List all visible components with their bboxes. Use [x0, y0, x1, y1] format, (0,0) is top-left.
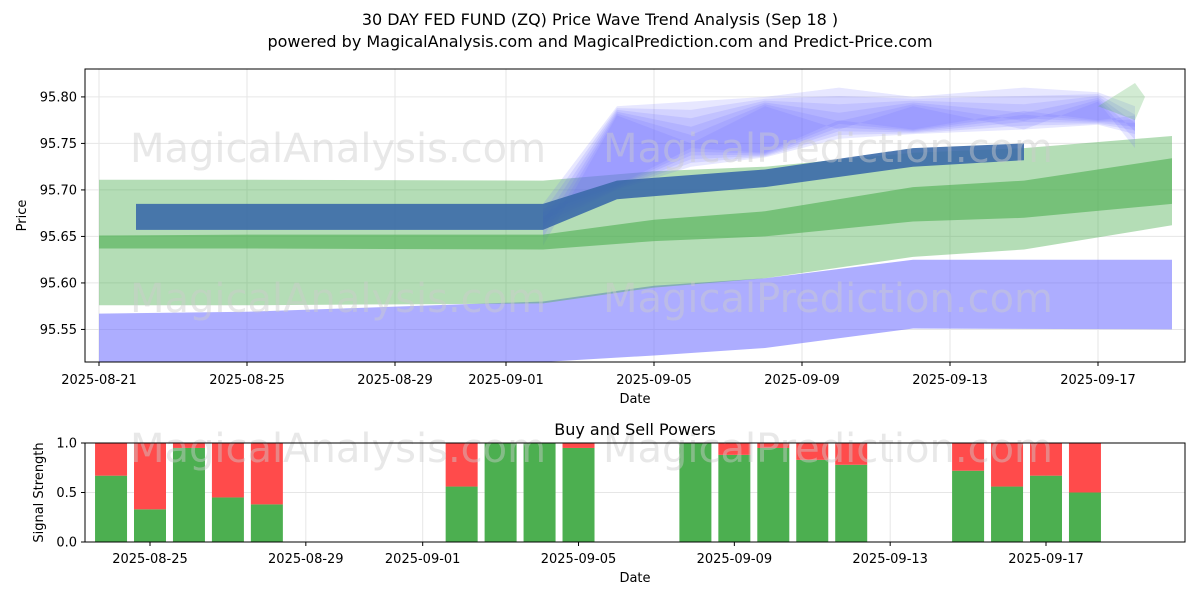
green-outer-band: [99, 136, 1172, 306]
y-tick-label: 95.70: [40, 183, 77, 198]
x-tick-label: 2025-09-13: [852, 552, 928, 567]
price-y-label: Price: [15, 200, 30, 232]
sell-bar: [1068, 443, 1101, 493]
chart-title: 30 DAY FED FUND (ZQ) Price Wave Trend An…: [361, 10, 839, 29]
x-tick-label: 2025-09-01: [385, 552, 461, 567]
buy-bar: [211, 497, 244, 542]
y-tick-label: 95.55: [40, 323, 77, 338]
buy-bar: [679, 443, 712, 542]
watermark-prediction: MagicalPrediction.com: [603, 126, 1053, 172]
forecast-wave-layer: [543, 97, 1135, 229]
watermark-prediction: MagicalPrediction.com: [603, 276, 1053, 322]
price-plot-area: [99, 82, 1172, 362]
sell-bar: [250, 443, 283, 505]
y-tick-label: 95.65: [40, 230, 77, 245]
buy-bar: [523, 443, 556, 542]
x-tick-label: 2025-08-25: [209, 373, 285, 388]
y-tick-label: 95.60: [40, 276, 77, 291]
buy-bar: [835, 464, 868, 542]
sell-bar: [172, 443, 205, 448]
buy-bar: [484, 443, 517, 542]
y-tick-label: 95.75: [40, 137, 77, 152]
price-band: [136, 143, 1024, 230]
buy-bar: [250, 504, 283, 542]
buy-bar: [796, 459, 829, 542]
x-tick-label: 2025-09-09: [764, 373, 840, 388]
sell-bar: [134, 443, 166, 510]
x-tick-label: 2025-09-13: [912, 373, 988, 388]
buy-bar: [172, 447, 205, 542]
x-tick-label: 2025-09-17: [1060, 373, 1136, 388]
wave-tip: [1098, 82, 1145, 121]
buy-bar: [1068, 492, 1101, 542]
x-tick-label: 2025-08-21: [61, 373, 137, 388]
sell-bar: [718, 443, 751, 455]
buy-bar: [757, 447, 790, 542]
y-tick-label: 0.5: [56, 486, 77, 501]
sell-bar: [562, 443, 595, 448]
buy-bar: [445, 486, 478, 542]
x-tick-label: 2025-08-29: [357, 373, 433, 388]
x-tick-label: 2025-09-09: [697, 552, 773, 567]
price-chart: MagicalAnalysis.com MagicalPrediction.com…: [15, 68, 1186, 407]
sell-bar: [835, 443, 868, 465]
forecast-wave-layer: [543, 101, 1135, 246]
sell-bar: [991, 443, 1024, 487]
x-tick-label: 2025-09-17: [1008, 552, 1084, 567]
green-inner-band: [99, 158, 1172, 250]
sell-bar: [796, 443, 829, 460]
forecast-wave-layer: [543, 94, 1135, 224]
forecast-wave-layer: [543, 99, 1135, 238]
blue-lower-band: [99, 259, 1172, 362]
price-axes-frame: [84, 68, 1186, 363]
watermark-analysis: MagicalAnalysis.com: [130, 126, 546, 172]
buy-bar: [991, 486, 1024, 542]
y-tick-label: 1.0: [56, 437, 77, 452]
watermark-prediction: MagicalPrediction.com: [603, 426, 1053, 472]
buy-bar: [562, 447, 595, 542]
y-tick-label: 0.0: [56, 536, 77, 551]
signal-y-label: Signal Strength: [32, 442, 47, 542]
buy-bar: [1030, 475, 1062, 542]
chart-subtitle: powered by MagicalAnalysis.com and Magic…: [267, 32, 933, 51]
sell-bar: [1030, 443, 1062, 476]
buy-bar: [95, 475, 128, 542]
y-tick-label: 95.80: [40, 90, 77, 105]
x-tick-label: 2025-08-25: [112, 552, 188, 567]
buy-bar: [134, 509, 166, 542]
buy-bar: [952, 470, 985, 542]
signal-chart: MagicalAnalysis.com MagicalPrediction.com…: [32, 420, 1186, 586]
sell-bar: [445, 443, 478, 487]
sell-bar: [211, 443, 244, 498]
buy-bar: [718, 454, 751, 542]
signal-x-label: Date: [619, 571, 650, 586]
x-tick-label: 2025-08-29: [268, 552, 344, 567]
x-tick-label: 2025-09-01: [468, 373, 544, 388]
x-tick-label: 2025-09-05: [541, 552, 617, 567]
watermark-analysis: MagicalAnalysis.com: [130, 276, 546, 322]
forecast-wave-layer: [543, 96, 1135, 221]
price-x-label: Date: [619, 392, 650, 407]
sell-bar: [952, 443, 985, 471]
signal-chart-title: Buy and Sell Powers: [554, 420, 716, 439]
watermark-analysis: MagicalAnalysis.com: [130, 426, 546, 472]
sell-bar: [95, 443, 128, 476]
forecast-wave-layer: [543, 87, 1135, 228]
sell-bar: [757, 443, 790, 448]
x-tick-label: 2025-09-05: [616, 373, 692, 388]
